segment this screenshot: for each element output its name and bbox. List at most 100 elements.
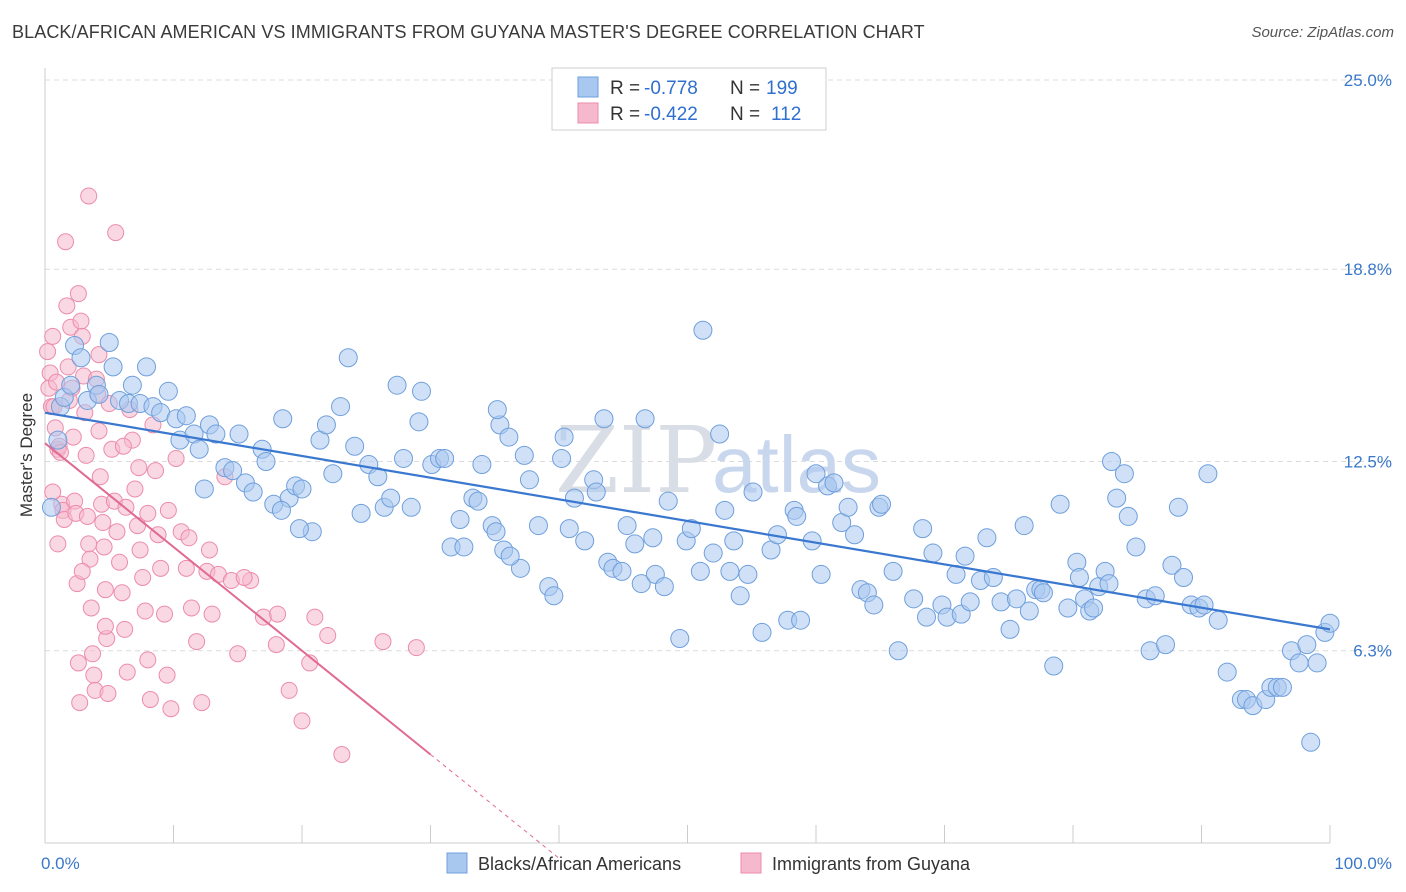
black-african-american-point <box>412 381 432 401</box>
x-tick-label-max: 100.0% <box>1334 854 1392 873</box>
black-african-american-point <box>845 525 865 545</box>
black-african-american-point <box>670 629 690 649</box>
series-immigrants-from-guyana <box>39 187 425 763</box>
black-african-american-point <box>71 348 91 368</box>
y-axis-label: Master's Degree <box>17 393 36 517</box>
black-african-american-point <box>559 519 579 539</box>
guyana-point <box>182 599 200 617</box>
black-african-american-point <box>635 409 655 429</box>
black-african-american-point <box>331 397 351 417</box>
black-african-american-point <box>1145 586 1165 606</box>
black-african-american-point <box>271 500 291 520</box>
black-african-american-point <box>654 577 674 597</box>
black-african-american-point <box>89 384 109 404</box>
black-african-american-point <box>1301 732 1321 752</box>
black-african-american-point <box>338 348 358 368</box>
black-african-american-point <box>1168 497 1188 517</box>
bottom-legend-swatch-blue <box>446 852 468 874</box>
black-african-american-point <box>681 519 701 539</box>
x-tick-label-min: 0.0% <box>41 854 80 873</box>
black-african-american-point <box>625 534 645 554</box>
x-tick-labels: 0.0% 100.0% <box>41 854 1392 873</box>
guyana-point <box>159 501 177 519</box>
watermark-atlas: atlas <box>712 420 881 509</box>
bottom-legend-swatch-pink <box>740 852 762 874</box>
black-african-american-point <box>872 494 892 514</box>
black-african-american-point <box>454 537 474 557</box>
black-african-american-point <box>486 522 506 542</box>
black-african-american-point <box>256 452 276 471</box>
source-label: Source: ZipAtlas.com <box>1251 24 1394 41</box>
series-legend: Blacks/African Americans Immigrants from… <box>446 852 971 874</box>
legend-r-value-1: -0.778 <box>644 78 698 99</box>
black-african-american-point <box>960 592 980 612</box>
black-african-american-point <box>554 427 574 447</box>
correlation-legend: R = -0.778 N = 199 R = -0.422 N = 112 <box>551 67 827 131</box>
black-african-american-point <box>122 375 142 395</box>
black-african-american-point <box>1198 464 1218 484</box>
legend-n-value-1: 199 <box>766 78 798 99</box>
trend-lines <box>44 411 1331 859</box>
black-african-american-point <box>710 424 730 444</box>
black-african-american-point <box>99 332 119 352</box>
guyana-point <box>80 535 98 553</box>
black-african-american-point <box>381 488 401 508</box>
black-african-american-point <box>658 491 678 511</box>
black-african-american-point <box>206 424 226 444</box>
legend-r-label-2: R = <box>610 104 640 125</box>
black-african-american-point <box>137 357 157 377</box>
black-african-american-point <box>41 497 61 517</box>
guyana-point <box>167 449 185 467</box>
black-african-american-point <box>223 461 243 481</box>
black-african-american-point <box>273 409 293 429</box>
guyana-point <box>293 712 311 730</box>
guyana-point <box>69 654 87 672</box>
guyana-point <box>96 581 114 599</box>
guyana-point <box>200 541 218 559</box>
black-african-american-point <box>409 412 429 432</box>
guyana-point <box>267 636 285 654</box>
guyana-point <box>130 459 148 477</box>
guyana-point <box>254 608 272 626</box>
black-african-american-point <box>1019 601 1039 621</box>
black-african-american-point <box>575 531 595 551</box>
black-african-american-point <box>1297 635 1317 655</box>
guyana-point <box>203 605 221 623</box>
black-african-american-point <box>752 622 772 642</box>
black-african-american-point <box>1014 516 1034 536</box>
black-african-american-point <box>289 519 309 539</box>
guyana-point <box>84 645 102 663</box>
guyana-point <box>374 633 392 651</box>
black-african-american-point <box>888 641 908 661</box>
black-african-american-point <box>1217 662 1237 682</box>
guyana-point <box>126 480 144 498</box>
black-african-american-point <box>1208 610 1228 630</box>
guyana-point <box>118 663 136 681</box>
black-african-american-point <box>1126 537 1146 557</box>
black-african-american-point <box>594 409 614 429</box>
guyana-point <box>99 684 117 702</box>
guyana-point <box>319 626 337 644</box>
guyana-point <box>229 645 247 663</box>
black-african-american-point <box>1069 567 1089 587</box>
black-african-american-point <box>544 586 564 606</box>
black-african-american-point <box>1307 653 1327 673</box>
black-african-american-point <box>292 479 312 499</box>
guyana-point <box>114 437 132 455</box>
black-african-american-point <box>913 519 933 539</box>
y-tick-label: 25.0% <box>1344 71 1392 90</box>
guyana-point <box>95 538 113 556</box>
black-african-american-point <box>643 528 663 548</box>
black-african-american-point <box>1194 595 1214 615</box>
black-african-american-point <box>345 436 365 456</box>
chart-title: BLACK/AFRICAN AMERICAN VS IMMIGRANTS FRO… <box>12 22 925 42</box>
black-african-american-point <box>194 479 214 499</box>
y-tick-labels: 6.3% 12.5% 18.8% 25.0% <box>1344 71 1392 661</box>
black-african-american-point <box>977 528 997 548</box>
black-african-american-point <box>787 506 807 526</box>
black-african-american-point <box>720 561 740 581</box>
black-african-american-point <box>564 488 584 508</box>
guyana-point <box>152 559 170 577</box>
guyana-point <box>139 651 157 669</box>
